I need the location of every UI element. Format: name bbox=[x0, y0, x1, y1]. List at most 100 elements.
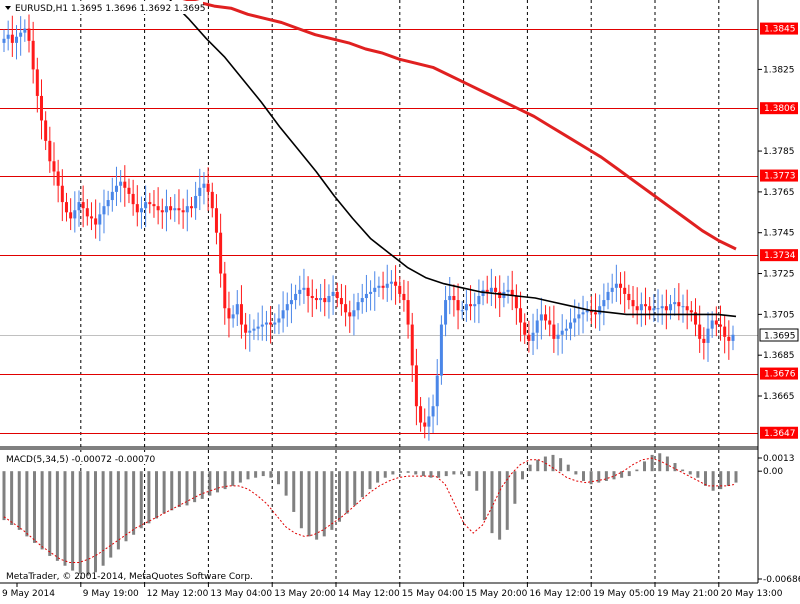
macd-bar bbox=[711, 471, 715, 491]
macd-bar bbox=[193, 471, 197, 503]
macd-bar bbox=[460, 471, 463, 475]
macd-bar bbox=[482, 471, 486, 521]
candle-body bbox=[214, 208, 218, 233]
candle-body bbox=[14, 36, 18, 43]
macd-bar bbox=[582, 471, 585, 481]
candle-body bbox=[664, 306, 668, 311]
candle-body bbox=[639, 304, 643, 311]
candle-body bbox=[339, 298, 343, 305]
candle-body bbox=[248, 330, 252, 333]
candle-body bbox=[77, 202, 81, 211]
candle-body bbox=[19, 32, 23, 37]
macd-bar bbox=[383, 471, 387, 478]
candle-body bbox=[52, 161, 56, 172]
candle-body bbox=[606, 291, 610, 301]
candle-body bbox=[548, 320, 552, 325]
candle-body bbox=[723, 326, 727, 337]
candle-body bbox=[160, 210, 164, 213]
candle-body bbox=[89, 216, 93, 219]
level-price-tag[interactable] bbox=[760, 169, 798, 182]
macd-bar bbox=[551, 454, 555, 472]
candle-body bbox=[514, 295, 518, 309]
macd-bar bbox=[734, 471, 738, 483]
macd-bar bbox=[101, 471, 105, 566]
macd-bar bbox=[360, 471, 364, 498]
macd-bar bbox=[498, 471, 502, 540]
candle-body bbox=[419, 406, 423, 423]
level-price-tag[interactable] bbox=[760, 22, 798, 35]
level-price-tag[interactable] bbox=[760, 102, 798, 115]
macd-bar bbox=[368, 471, 372, 490]
time-axis[interactable]: 9 May 2014 9 May 19:00 12 May 12:00 13 May … bbox=[2, 583, 783, 599]
candle-body bbox=[585, 310, 589, 313]
candle-body bbox=[44, 120, 48, 141]
candle-body bbox=[319, 298, 323, 301]
candle-body bbox=[194, 195, 198, 209]
macd-bar bbox=[78, 471, 82, 574]
candle-body bbox=[694, 312, 698, 325]
macd-bar bbox=[528, 464, 532, 472]
y-tick-label: 1.3705 bbox=[763, 310, 795, 320]
copyright-text: MetaTrader, © 2001-2014, MetaQuotes Soft… bbox=[6, 572, 253, 582]
y-tick-label: 1.3685 bbox=[763, 351, 795, 361]
macd-bar bbox=[665, 456, 669, 472]
candle-body bbox=[402, 293, 406, 301]
candle-body bbox=[64, 202, 68, 213]
candle-body bbox=[235, 304, 239, 315]
macd-bar bbox=[284, 471, 288, 496]
candle-body bbox=[114, 185, 118, 192]
candle-body bbox=[198, 187, 202, 196]
candle-body bbox=[181, 210, 185, 213]
macd-bar bbox=[94, 471, 97, 573]
macd-bar bbox=[444, 471, 448, 477]
macd-bar bbox=[223, 471, 227, 490]
candle-body bbox=[423, 422, 427, 427]
candle-body bbox=[73, 210, 77, 219]
macd-axis: 0.0013 0.00 -0.00686 bbox=[758, 454, 800, 585]
candle-body bbox=[377, 285, 381, 288]
macd-bar bbox=[55, 471, 59, 561]
macd-bar bbox=[696, 471, 700, 478]
macd-bar bbox=[704, 471, 707, 486]
level-price-tag[interactable] bbox=[760, 367, 798, 380]
candle-body bbox=[589, 310, 593, 313]
macd-bar bbox=[322, 471, 326, 537]
macd-bar bbox=[109, 471, 113, 558]
candle-body bbox=[610, 287, 614, 292]
candle-body bbox=[573, 318, 577, 323]
candle-body bbox=[294, 293, 298, 301]
macd-bar bbox=[208, 471, 212, 496]
candle-body bbox=[698, 324, 702, 339]
candle-body bbox=[139, 208, 143, 213]
macd-bar bbox=[116, 471, 120, 550]
candle-body bbox=[202, 183, 206, 188]
horizontal-levels[interactable] bbox=[0, 29, 758, 434]
macd-bar bbox=[330, 471, 334, 530]
candle-body bbox=[360, 298, 364, 303]
macd-bar bbox=[277, 471, 280, 485]
candle-body bbox=[444, 300, 448, 325]
candle-body bbox=[169, 206, 173, 211]
macd-signal bbox=[3, 457, 737, 563]
candle-body bbox=[164, 206, 168, 213]
candle-body bbox=[702, 338, 706, 343]
candle-body bbox=[619, 283, 623, 288]
candle-body bbox=[152, 204, 156, 207]
level-price-tag[interactable] bbox=[760, 426, 798, 439]
price-axis[interactable]: 1.3825 1.3785 1.3765 1.3745 1.3725 1.3705 1.36… bbox=[758, 22, 799, 439]
candle-body bbox=[464, 304, 468, 311]
macd-bar bbox=[185, 471, 189, 506]
x-tick-label: 19 May 05:00 bbox=[593, 589, 655, 599]
chevron-down-icon[interactable] bbox=[5, 6, 11, 10]
candle-body bbox=[489, 287, 493, 292]
candle-body bbox=[569, 322, 573, 329]
macd-bar bbox=[726, 471, 730, 486]
candle-body bbox=[552, 324, 556, 339]
candle-body bbox=[381, 285, 385, 288]
candle-body bbox=[635, 306, 639, 311]
level-price-tag[interactable] bbox=[760, 249, 798, 262]
candle-body bbox=[123, 181, 127, 188]
macd-bar bbox=[688, 471, 692, 475]
